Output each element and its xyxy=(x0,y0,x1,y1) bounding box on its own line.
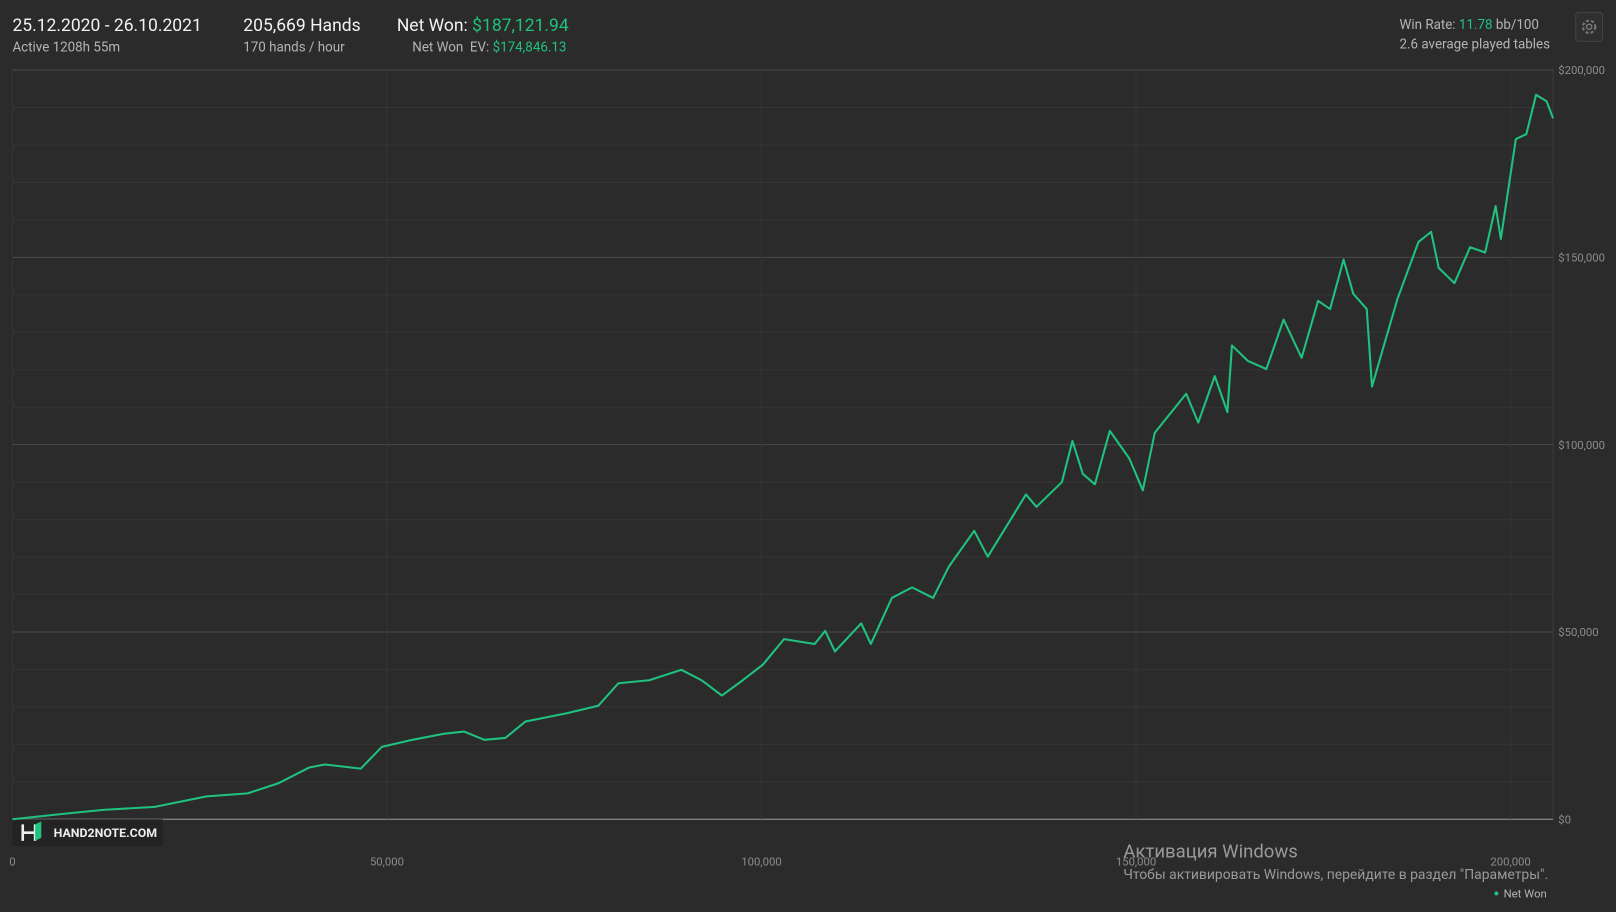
net-won-value: $187,121.94 xyxy=(472,15,569,36)
x-tick-label: 0 xyxy=(9,855,15,869)
x-tick-label: 50,000 xyxy=(370,855,404,869)
legend: Net Won xyxy=(1494,887,1547,901)
windows-title: Активация Windows xyxy=(1123,840,1298,862)
x-tick-label: 150,000 xyxy=(1116,855,1156,869)
net-won-ev-value: $174,846.13 xyxy=(493,41,567,56)
watermark-text: HAND2NOTE.COM xyxy=(54,827,158,841)
y-tick-label: $0 xyxy=(1558,812,1571,826)
date-range: 25.12.2020 - 26.10.2021 xyxy=(12,16,201,36)
watermark: HAND2NOTE.COM xyxy=(12,819,163,847)
tables: 2.6 average played tables xyxy=(1400,37,1551,52)
hands: 205,669 Hands xyxy=(243,16,360,36)
net-won: Net Won: $187,121.94 xyxy=(397,15,569,36)
windows-text: Чтобы активировать Windows, перейдите в … xyxy=(1123,867,1548,883)
win-rate: Win Rate: 11.78 bb/100 xyxy=(1400,18,1539,33)
win-rate-unit: bb/100 xyxy=(1496,18,1539,33)
win-rate-label: Win Rate: xyxy=(1400,18,1456,33)
legend-dot xyxy=(1494,891,1499,896)
y-tick-label: $150,000 xyxy=(1558,250,1605,264)
win-rate-value: 11.78 xyxy=(1459,18,1493,33)
net-won-label: Net Won: xyxy=(397,16,468,36)
y-tick-label: $50,000 xyxy=(1558,625,1598,639)
net-won-ev: Net Won EV: $174,846.13 xyxy=(412,41,566,56)
legend-label: Net Won xyxy=(1504,887,1547,901)
grid xyxy=(11,69,1554,820)
active-time: Active 1208h 55m xyxy=(12,41,120,56)
net-won-ev-label: Net Won EV: xyxy=(412,41,489,56)
x-tick-label: 200,000 xyxy=(1490,855,1530,869)
y-tick-label: $100,000 xyxy=(1558,438,1605,452)
series-line xyxy=(12,93,1555,821)
settings-button[interactable] xyxy=(1575,11,1604,42)
x-tick-label: 100,000 xyxy=(741,855,781,869)
y-tick-label: $200,000 xyxy=(1558,63,1605,77)
hands-per-hour: 170 hands / hour xyxy=(243,41,345,56)
